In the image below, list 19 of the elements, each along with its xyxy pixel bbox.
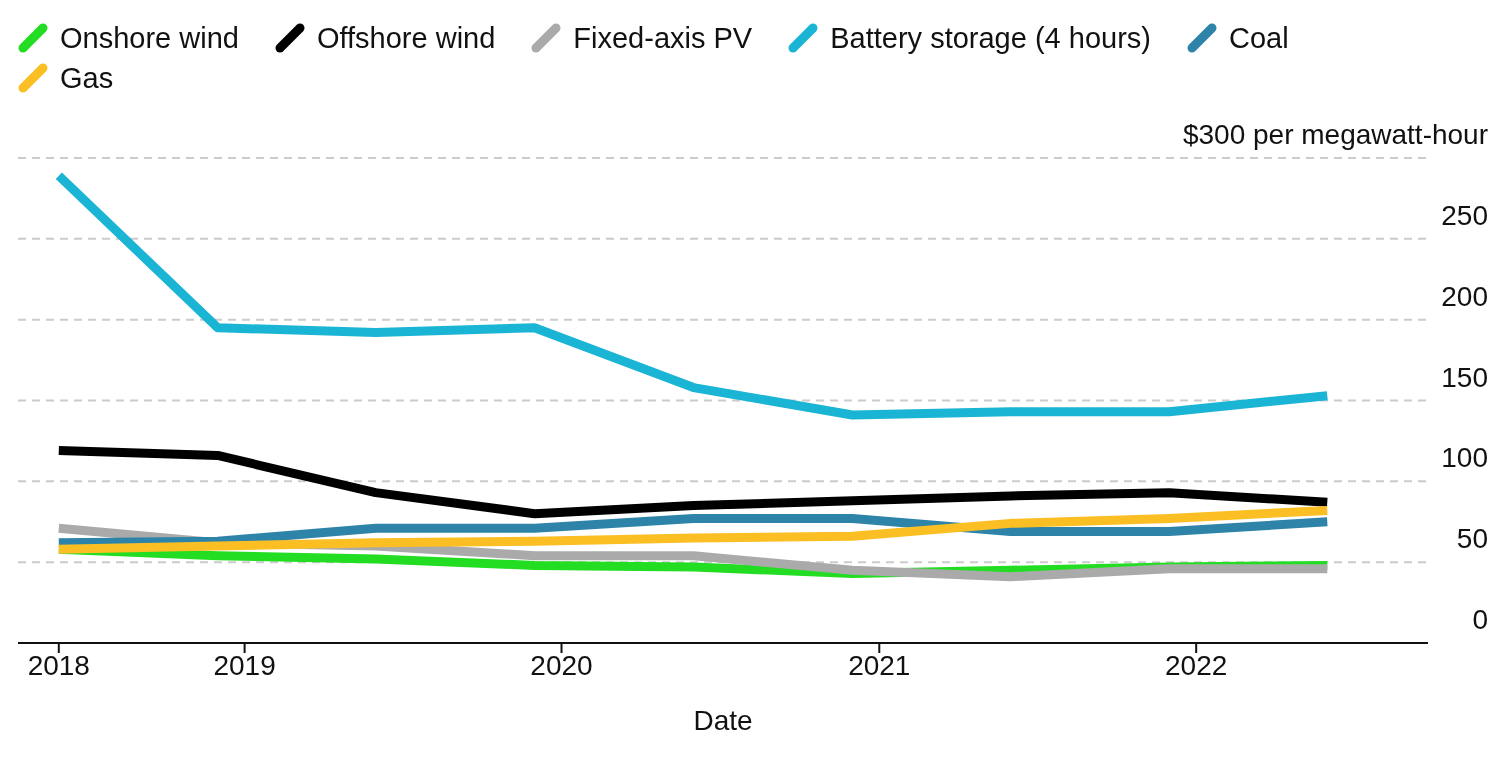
- legend-label: Offshore wind: [316, 21, 496, 55]
- x-tick-label: 2022: [1165, 649, 1228, 681]
- x-tick-label: 2021: [848, 649, 911, 681]
- y-tick-label: 200: [1441, 280, 1488, 312]
- y-tick-label: 50: [1456, 523, 1488, 555]
- legend-label: Gas: [60, 61, 114, 95]
- x-tick-label: 2019: [213, 649, 276, 681]
- y-tick-label: 0: [1472, 604, 1488, 635]
- x-axis-title: Date: [693, 705, 753, 736]
- y-tick-label: 100: [1441, 442, 1488, 474]
- legend-label: Battery storage (4 hours): [830, 21, 1151, 55]
- y-tick-label: $300 per megawatt-hour: [1182, 119, 1488, 150]
- legend-label: Fixed-axis PV: [573, 21, 753, 55]
- x-tick-label: 2018: [27, 649, 90, 681]
- y-tick-label: 250: [1441, 199, 1488, 231]
- legend-label: Onshore wind: [60, 21, 239, 55]
- legend-label: Coal: [1228, 21, 1289, 55]
- x-tick-label: 2020: [530, 649, 593, 681]
- y-tick-label: 150: [1441, 361, 1488, 393]
